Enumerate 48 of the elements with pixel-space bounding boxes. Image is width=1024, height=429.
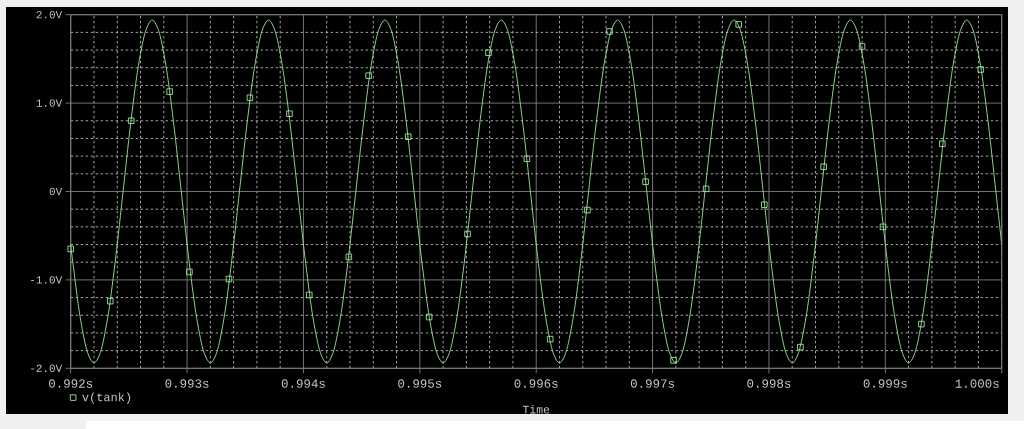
point xyxy=(186,268,193,276)
point xyxy=(858,43,866,50)
legend-label: v(tank) xyxy=(82,392,131,404)
y-tick-label: 1.0V xyxy=(36,99,63,107)
x-tick-label: 0.998s xyxy=(747,379,791,388)
point xyxy=(584,206,591,214)
x-tick-label: 0.992s xyxy=(49,379,93,388)
point xyxy=(345,253,353,261)
point xyxy=(365,72,372,79)
x-tick-label: 0.994s xyxy=(281,379,325,388)
point xyxy=(404,133,412,140)
y-tick-label: 0V xyxy=(49,187,63,196)
y-tick-label: -1.0V xyxy=(31,276,63,284)
point xyxy=(879,223,887,231)
x-tick-label: 0.999s xyxy=(863,379,907,388)
point xyxy=(286,110,293,117)
x-tick-label: 0.993s xyxy=(165,379,209,388)
point xyxy=(797,343,804,351)
x-axis-title: Time xyxy=(522,405,550,414)
point xyxy=(820,163,827,170)
point xyxy=(225,275,233,283)
x-tick-label: 0.996s xyxy=(514,379,558,388)
point xyxy=(939,140,946,148)
x-tick-label: 0.995s xyxy=(398,379,442,388)
x-tick-label: 1.000s xyxy=(955,379,999,388)
point xyxy=(246,94,254,102)
point xyxy=(642,178,649,186)
point xyxy=(425,313,433,321)
point xyxy=(485,49,492,56)
point xyxy=(127,117,135,125)
y-tick-label: 2.0V xyxy=(36,10,63,19)
point xyxy=(735,21,742,28)
point xyxy=(546,335,554,343)
point xyxy=(606,28,613,35)
point xyxy=(306,291,313,299)
point xyxy=(918,320,925,328)
point xyxy=(523,155,531,163)
point xyxy=(464,230,471,238)
point xyxy=(761,201,768,209)
point xyxy=(166,88,173,95)
point xyxy=(702,185,710,193)
y-tick-label: -2.0V xyxy=(31,364,63,373)
point xyxy=(67,245,74,253)
x-tick-label: 0.997s xyxy=(630,379,674,388)
point xyxy=(977,66,984,73)
point xyxy=(670,357,677,364)
point xyxy=(107,297,114,305)
line-series xyxy=(70,19,1002,364)
